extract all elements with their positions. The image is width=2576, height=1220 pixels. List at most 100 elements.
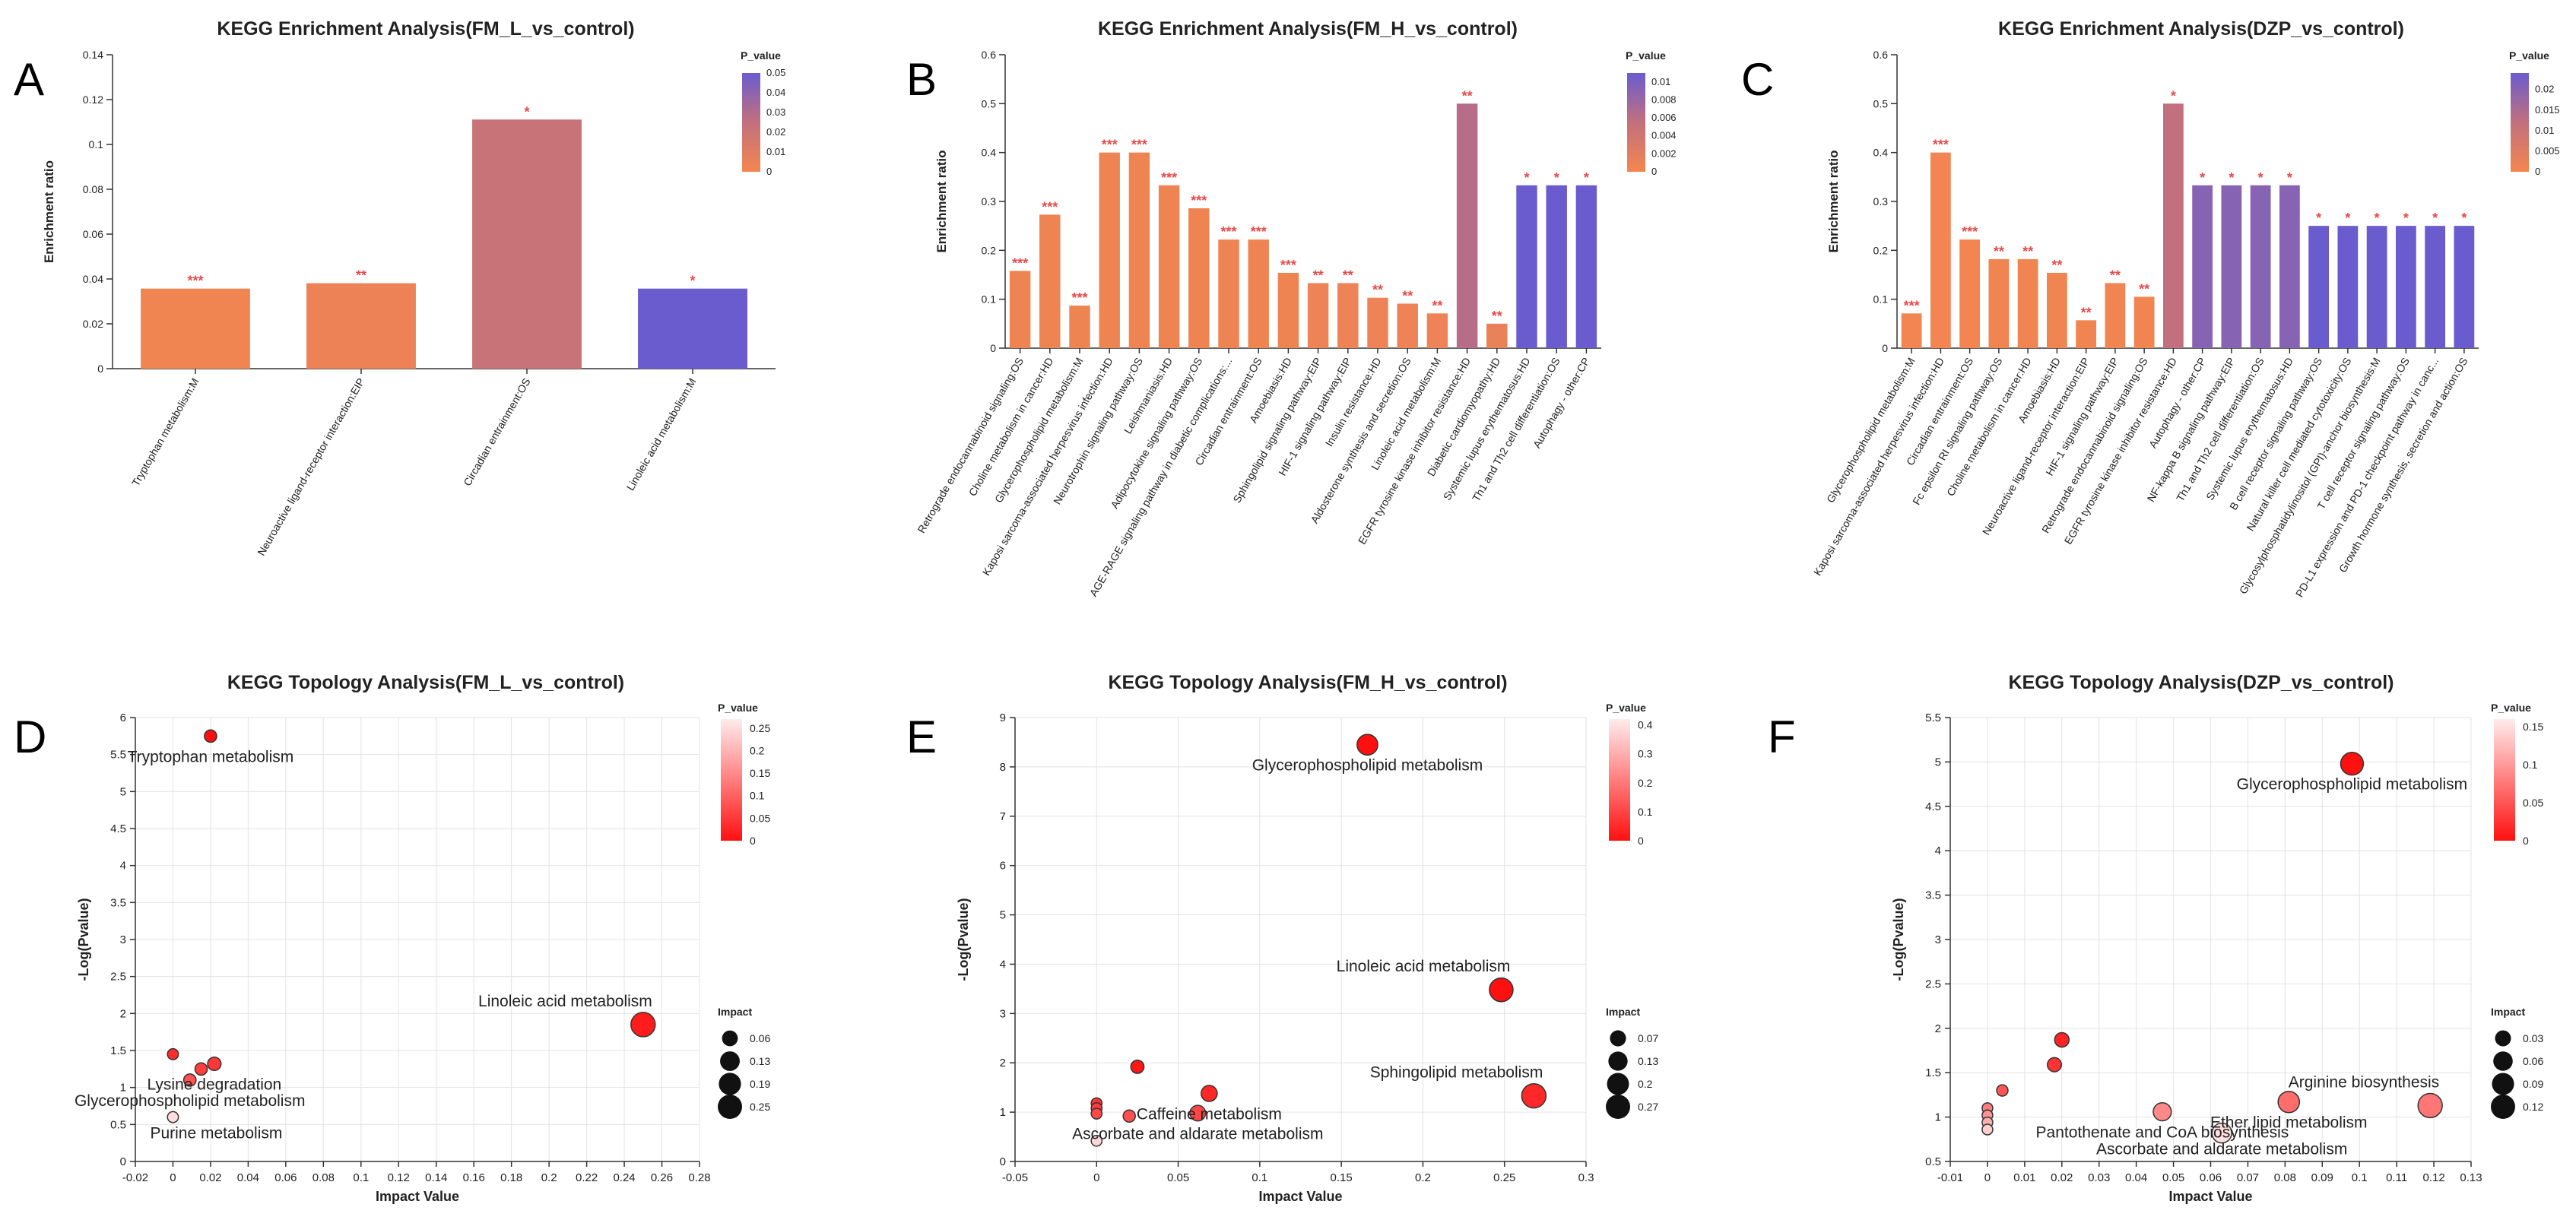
y-tick-label: 0.08 bbox=[83, 183, 103, 195]
significance-stars: *** bbox=[1071, 290, 1087, 306]
y-tick-label: 0.12 bbox=[83, 93, 103, 106]
x-tick-label: 0.16 bbox=[463, 1171, 485, 1184]
bar bbox=[638, 288, 747, 369]
panel-letter-b: B bbox=[906, 54, 937, 105]
x-tick-label: 0.1 bbox=[1252, 1171, 1267, 1184]
bar bbox=[1009, 271, 1031, 348]
point-label: Arginine biosynthesis bbox=[2289, 1073, 2439, 1091]
data-point bbox=[1996, 1084, 2009, 1097]
data-point bbox=[167, 1047, 179, 1060]
legend-tick-label: 0.05 bbox=[2523, 797, 2543, 809]
y-tick-label: 1.5 bbox=[110, 1044, 126, 1057]
x-tick-label: 0.02 bbox=[2051, 1171, 2073, 1184]
x-tick-label: 0.2 bbox=[541, 1171, 557, 1184]
significance-stars: * bbox=[1584, 170, 1589, 185]
significance-stars: ** bbox=[1343, 268, 1353, 283]
significance-stars: *** bbox=[1012, 255, 1028, 271]
x-tick-label: -0.02 bbox=[122, 1171, 148, 1184]
bar bbox=[1959, 239, 1981, 348]
size-legend-marker bbox=[1606, 1095, 1630, 1119]
legend-tick-label: 0.01 bbox=[2535, 125, 2554, 136]
significance-stars: *** bbox=[1161, 170, 1177, 185]
significance-stars: * bbox=[2200, 170, 2205, 185]
point-label: Ether lipid metabolism bbox=[2210, 1114, 2368, 1132]
y-tick-label: 4.5 bbox=[1925, 800, 1941, 813]
significance-stars: ** bbox=[1462, 88, 1473, 103]
bar bbox=[2250, 185, 2271, 348]
size-legend-marker bbox=[720, 1051, 740, 1071]
size-legend-marker bbox=[2493, 1051, 2513, 1071]
legend-tick-label: 0.15 bbox=[750, 767, 770, 779]
legend-tick-label: 0 bbox=[2535, 166, 2540, 177]
significance-stars: * bbox=[2316, 211, 2321, 226]
size-legend-marker bbox=[719, 1073, 741, 1095]
legend-tick-label: 0 bbox=[750, 835, 756, 847]
y-axis-title: -Log(Pvalue) bbox=[956, 898, 971, 981]
y-tick-label: 5.5 bbox=[110, 749, 126, 762]
y-tick-label: 2 bbox=[1000, 1057, 1006, 1069]
y-tick-label: 4 bbox=[1000, 958, 1006, 971]
bar bbox=[2337, 226, 2359, 348]
legend-tick-label: 0.3 bbox=[1638, 748, 1653, 760]
data-point bbox=[1090, 1134, 1103, 1147]
x-tick-label: 0.05 bbox=[2162, 1171, 2184, 1184]
data-point bbox=[2340, 752, 2365, 776]
chart-title: KEGG Topology Analysis(FM_H_vs_control) bbox=[1108, 672, 1507, 693]
y-tick-label: 1 bbox=[120, 1082, 126, 1095]
size-legend-marker bbox=[1608, 1051, 1628, 1071]
x-tick-label: -0.01 bbox=[1937, 1171, 1963, 1184]
data-point bbox=[630, 1012, 656, 1038]
legend-tick-label: 0.006 bbox=[1651, 112, 1677, 123]
bar bbox=[2366, 226, 2387, 348]
legend-title: P_value bbox=[1606, 702, 1646, 714]
significance-stars: ** bbox=[2139, 281, 2149, 296]
y-tick-label: 0.06 bbox=[83, 228, 103, 240]
significance-stars: ** bbox=[1994, 244, 2004, 259]
x-tick-label: 0.28 bbox=[688, 1171, 710, 1184]
y-tick-label: 0.5 bbox=[982, 97, 997, 109]
significance-stars: *** bbox=[1904, 298, 1920, 313]
bar bbox=[2425, 226, 2446, 348]
bar bbox=[1367, 297, 1388, 348]
legend-tick-label: 0.1 bbox=[2523, 759, 2538, 771]
significance-stars: *** bbox=[1962, 224, 1978, 239]
x-tick-label: 0.26 bbox=[651, 1171, 673, 1184]
significance-stars: * bbox=[690, 274, 695, 289]
legend-tick-label: 0.02 bbox=[2535, 84, 2554, 95]
legend-tick-label: 0.02 bbox=[766, 126, 785, 138]
y-tick-label: 0.02 bbox=[83, 318, 103, 330]
x-tick-label: 0.08 bbox=[312, 1171, 335, 1184]
significance-stars: * bbox=[2432, 211, 2438, 226]
legend-colorbar bbox=[742, 73, 760, 172]
y-axis-title: -Log(Pvalue) bbox=[1891, 898, 1906, 981]
significance-stars: * bbox=[2229, 170, 2234, 185]
y-tick-label: 9 bbox=[1000, 711, 1006, 724]
chart-title: KEGG Topology Analysis(DZP_vs_control) bbox=[2008, 672, 2394, 693]
size-legend-label: 0.25 bbox=[750, 1101, 770, 1113]
bar-chart-b: KEGG Enrichment Analysis(FM_H_vs_control… bbox=[915, 18, 1676, 599]
legend-tick-label: 0.4 bbox=[1638, 719, 1653, 731]
significance-stars: * bbox=[2345, 211, 2350, 226]
legend-title: P_value bbox=[718, 702, 758, 714]
size-legend-label: 0.13 bbox=[750, 1055, 770, 1067]
legend-tick-label: 0.005 bbox=[2535, 145, 2560, 157]
x-tick-label: 0.13 bbox=[2460, 1171, 2482, 1184]
bar bbox=[472, 119, 582, 369]
significance-stars: ** bbox=[2051, 258, 2062, 273]
scatter-chart-e: KEGG Topology Analysis(FM_H_vs_control) -… bbox=[956, 672, 1658, 1204]
y-tick-label: 0.6 bbox=[982, 49, 997, 61]
x-tick-label: 0.11 bbox=[2386, 1171, 2407, 1184]
bar bbox=[2192, 185, 2213, 348]
size-legend-marker bbox=[2495, 1030, 2511, 1047]
bar bbox=[1546, 185, 1567, 348]
y-tick-label: 0 bbox=[990, 342, 996, 354]
bar bbox=[1039, 214, 1061, 348]
legend-colorbar bbox=[2494, 719, 2515, 841]
bar bbox=[2133, 296, 2155, 348]
significance-stars: ** bbox=[1492, 309, 1502, 324]
bar bbox=[1516, 185, 1537, 348]
y-tick-label: 5 bbox=[120, 785, 126, 798]
bar bbox=[1426, 313, 1448, 348]
legend-tick-label: 0.05 bbox=[766, 67, 785, 78]
